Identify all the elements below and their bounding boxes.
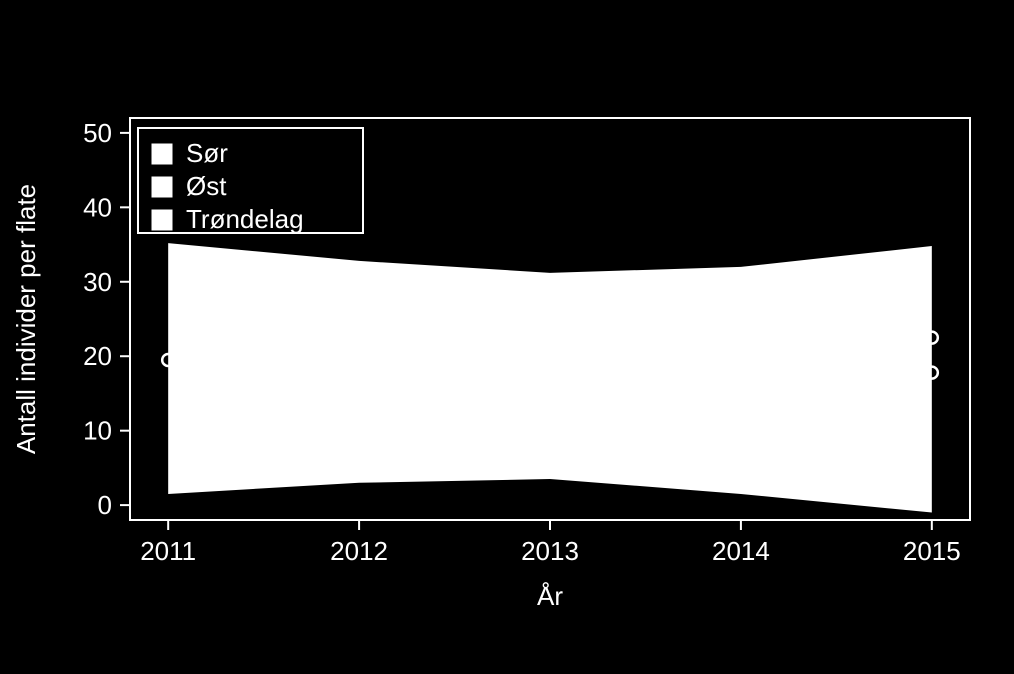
confidence-band [168, 243, 932, 512]
y-tick-label: 10 [83, 416, 112, 446]
legend-swatch-0 [152, 144, 172, 164]
legend-label-2: Trøndelag [186, 204, 304, 234]
y-tick-label: 40 [83, 192, 112, 222]
legend-swatch-2 [152, 210, 172, 230]
x-tick-label: 2014 [712, 536, 770, 566]
legend-label-0: Sør [186, 138, 228, 168]
y-tick-label: 0 [98, 490, 112, 520]
chart-container: 2011 2012 2013 2014 2015 0 10 20 30 40 50 År Antall … [0, 0, 1014, 674]
x-tick-label: 2013 [521, 536, 579, 566]
x-axis-label: År [537, 581, 563, 611]
legend-swatch-1 [152, 177, 172, 197]
x-tick-label: 2011 [140, 536, 196, 566]
y-tick-label: 30 [83, 267, 112, 297]
y-tick-label: 50 [83, 118, 112, 148]
x-tick-label: 2012 [330, 536, 388, 566]
y-tick-label: 20 [83, 341, 112, 371]
chart-svg: 2011 2012 2013 2014 2015 0 10 20 30 40 50 År Antall … [0, 0, 1014, 674]
y-axis-label: Antall individer per flate [11, 184, 41, 454]
legend-label-1: Øst [186, 171, 227, 201]
x-tick-label: 2015 [903, 536, 961, 566]
